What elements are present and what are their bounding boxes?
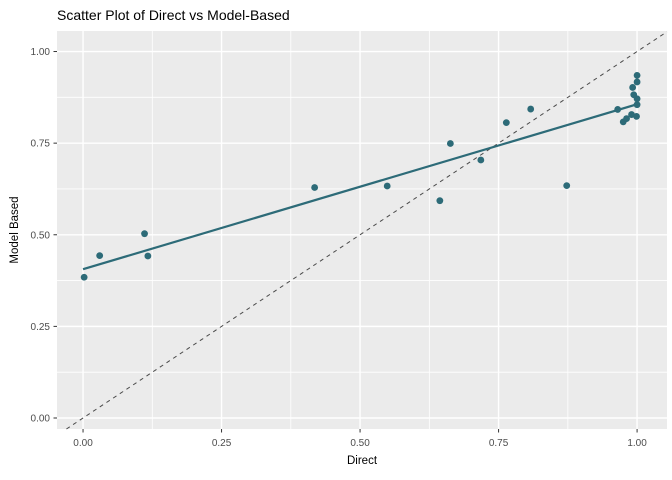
x-tick-label: 0.00	[73, 438, 93, 449]
x-axis-title-text: Direct	[346, 455, 378, 467]
data-point	[144, 252, 152, 260]
data-point	[96, 252, 104, 260]
data-point	[446, 140, 454, 147]
y-tick-label: 0.00	[31, 414, 51, 425]
x-tick-label: 0.50	[350, 438, 370, 449]
data-point	[614, 106, 622, 113]
y-tick-label: 0.25	[31, 322, 51, 333]
panel-background	[57, 31, 667, 429]
trend-line	[82, 102, 639, 271]
chart-title: Scatter Plot of Direct vs Model-Based	[57, 7, 290, 23]
y-axis-title: Model Based	[9, 196, 21, 264]
data-point	[630, 91, 638, 99]
data-point	[623, 115, 630, 122]
data-point	[436, 197, 444, 205]
data-point	[477, 156, 485, 164]
x-tick-label: 0.25	[212, 438, 232, 449]
x-tick-label: 1.00	[627, 438, 647, 449]
data-point	[527, 105, 535, 113]
data-point	[311, 184, 319, 191]
data-point	[383, 182, 391, 190]
data-point	[80, 273, 88, 281]
x-tick-label: 0.75	[489, 438, 509, 449]
identity-reference-line	[66, 31, 668, 430]
data-point	[502, 119, 510, 127]
data-point	[563, 182, 571, 190]
y-tick-label: 0.75	[31, 139, 51, 150]
data-point	[629, 84, 637, 91]
data-point	[633, 78, 641, 86]
x-axis-title: Direct	[0, 455, 672, 467]
y-tick-label: 0.50	[31, 230, 51, 241]
data-point	[141, 230, 148, 238]
data-point	[633, 112, 640, 120]
data-point	[633, 71, 641, 79]
y-tick-label: 1.00	[31, 47, 51, 58]
data-point	[633, 101, 641, 109]
